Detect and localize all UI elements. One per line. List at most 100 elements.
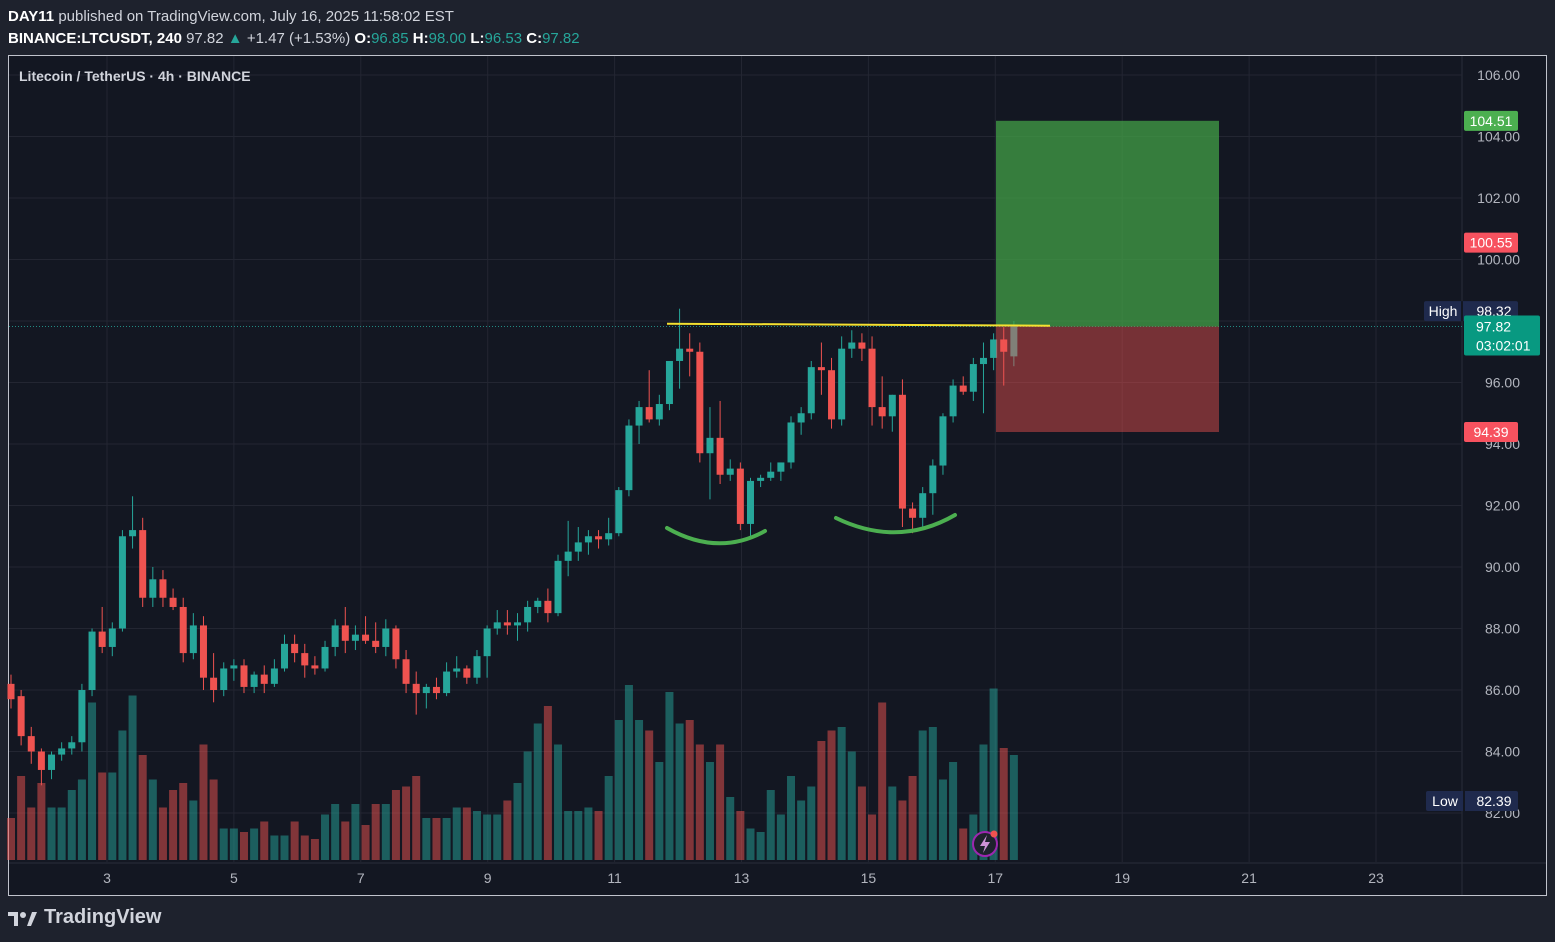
candle[interactable] [544, 588, 552, 623]
candle[interactable] [189, 613, 197, 660]
candle[interactable] [129, 496, 137, 549]
candle[interactable] [817, 342, 825, 395]
candle[interactable] [787, 416, 795, 469]
long-position-tool[interactable] [996, 120, 1219, 433]
candle[interactable] [291, 634, 299, 663]
candle[interactable] [696, 342, 704, 463]
candle[interactable] [584, 530, 592, 555]
candle[interactable] [402, 650, 410, 694]
candle[interactable] [706, 407, 714, 500]
candle[interactable] [432, 677, 440, 700]
candle[interactable] [726, 459, 734, 481]
candle[interactable] [939, 413, 947, 475]
candle[interactable] [210, 653, 218, 703]
candle[interactable] [1000, 327, 1008, 386]
candle[interactable] [463, 665, 471, 684]
candle[interactable] [595, 530, 603, 549]
candle[interactable] [321, 640, 329, 672]
candle[interactable] [979, 342, 987, 414]
candle[interactable] [159, 570, 167, 607]
candle[interactable] [655, 394, 663, 426]
candle[interactable] [1010, 321, 1018, 367]
candle[interactable] [564, 520, 572, 577]
neckline[interactable] [666, 322, 1051, 327]
candle[interactable] [686, 333, 694, 377]
candle[interactable] [311, 656, 319, 675]
candle[interactable] [959, 376, 967, 395]
candle[interactable] [645, 370, 653, 423]
candle[interactable] [108, 622, 116, 657]
loss-zone[interactable] [996, 326, 1219, 433]
left-shoulder-curve[interactable] [665, 526, 767, 546]
candle[interactable] [250, 671, 258, 694]
candle[interactable] [453, 656, 461, 678]
candle[interactable] [392, 625, 400, 669]
candle[interactable] [68, 736, 76, 755]
candle[interactable] [524, 600, 532, 632]
candle[interactable] [736, 462, 744, 531]
candle[interactable] [118, 530, 126, 632]
candle[interactable] [848, 330, 856, 358]
candle[interactable] [665, 360, 673, 411]
candle[interactable] [554, 554, 562, 617]
candle[interactable] [139, 517, 147, 607]
candle[interactable] [635, 400, 643, 444]
candle[interactable] [949, 379, 957, 423]
candle[interactable] [270, 659, 278, 687]
candle[interactable] [230, 659, 238, 681]
candle[interactable] [483, 625, 491, 678]
candle[interactable] [301, 643, 309, 678]
candle[interactable] [493, 610, 501, 635]
candle[interactable] [382, 619, 390, 657]
candle[interactable] [169, 588, 177, 611]
candle[interactable] [27, 726, 35, 764]
profit-zone[interactable] [996, 120, 1219, 327]
candle[interactable] [372, 622, 380, 654]
candle[interactable] [17, 690, 25, 746]
candle[interactable] [149, 567, 157, 607]
candle[interactable] [929, 459, 937, 515]
candle[interactable] [341, 606, 349, 654]
candle[interactable] [412, 671, 420, 715]
candle[interactable] [615, 487, 623, 537]
candle[interactable] [351, 625, 359, 651]
candle[interactable] [909, 502, 917, 534]
candle[interactable] [422, 683, 430, 709]
candle[interactable] [878, 376, 886, 429]
candle[interactable] [503, 610, 511, 635]
candle[interactable] [898, 379, 906, 528]
tradingview-logo[interactable]: TradingView [8, 906, 161, 929]
candle[interactable] [98, 606, 106, 654]
candle[interactable] [48, 751, 56, 780]
candle[interactable] [919, 487, 927, 531]
candle[interactable] [807, 360, 815, 420]
candle[interactable] [888, 394, 896, 432]
candle[interactable] [716, 400, 724, 484]
candle[interactable] [37, 748, 45, 786]
candle[interactable] [473, 650, 481, 684]
candle[interactable] [625, 419, 633, 497]
candle[interactable] [220, 662, 228, 697]
candle[interactable] [767, 462, 775, 481]
candle[interactable] [574, 527, 582, 561]
candle[interactable] [240, 659, 248, 694]
candle[interactable] [797, 407, 805, 435]
candle[interactable] [7, 674, 15, 709]
candle[interactable] [514, 613, 521, 641]
candle[interactable] [362, 616, 370, 644]
candle[interactable] [88, 628, 96, 697]
candle[interactable] [58, 742, 66, 761]
candle[interactable] [777, 462, 785, 481]
candle[interactable] [828, 357, 836, 429]
time-axis[interactable]: 3 5 7 9 11 13 15 17 19 21 23 [103, 870, 1384, 886]
candle[interactable] [858, 333, 866, 361]
candle[interactable] [78, 683, 86, 752]
lightning-icon[interactable] [972, 830, 998, 857]
candle[interactable] [746, 477, 754, 537]
candle[interactable] [838, 336, 846, 426]
candle[interactable] [260, 665, 268, 694]
candle[interactable] [199, 616, 207, 690]
candle[interactable] [443, 662, 451, 697]
candle[interactable] [868, 336, 876, 426]
